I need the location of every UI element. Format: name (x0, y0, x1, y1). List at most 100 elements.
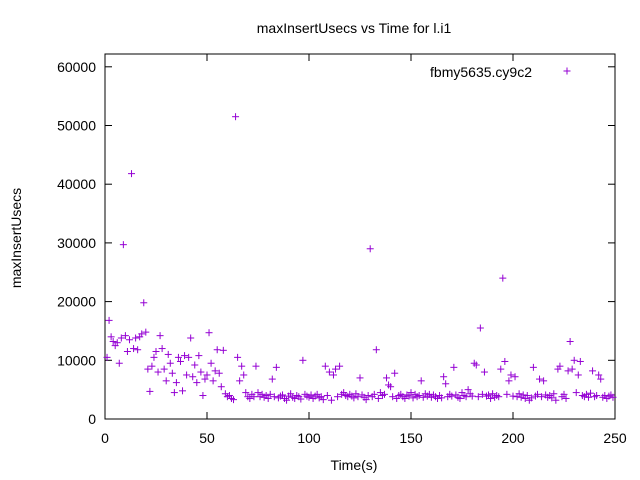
data-point (160, 365, 168, 373)
data-point (307, 391, 315, 399)
data-point (505, 377, 513, 385)
data-point (197, 368, 205, 376)
data-point (138, 330, 146, 338)
data-point (374, 394, 382, 402)
data-point (211, 367, 219, 375)
data-point (468, 392, 476, 400)
data-point (299, 356, 307, 364)
data-point (448, 392, 456, 400)
data-point (372, 346, 380, 354)
data-point (325, 368, 333, 376)
data-point (234, 353, 242, 361)
data-point (334, 393, 342, 401)
data-point (456, 394, 464, 402)
y-tick-label: 10000 (57, 352, 96, 368)
data-point (415, 392, 423, 400)
data-point (572, 389, 580, 397)
data-point (366, 245, 374, 253)
data-point (191, 361, 199, 369)
data-point (417, 377, 425, 385)
data-point (172, 379, 180, 387)
data-point (278, 391, 286, 399)
data-point (548, 394, 556, 402)
data-point (354, 393, 362, 401)
data-point (148, 362, 156, 370)
legend-marker (563, 67, 571, 75)
data-point (128, 170, 136, 178)
data-point (570, 356, 578, 364)
data-point (383, 374, 391, 382)
data-point (462, 393, 470, 401)
data-point (562, 394, 570, 402)
data-point (409, 394, 417, 402)
data-point (419, 393, 427, 401)
data-point (150, 353, 158, 361)
data-point (201, 375, 209, 383)
x-tick-label: 0 (101, 430, 109, 446)
data-point (179, 387, 187, 395)
data-point (350, 394, 358, 402)
data-point (380, 390, 388, 398)
data-point (125, 336, 133, 344)
data-point (246, 394, 254, 402)
x-tick-label: 50 (199, 430, 215, 446)
data-point (193, 379, 201, 387)
data-point (236, 377, 244, 385)
data-point (115, 359, 123, 367)
data-point (536, 375, 544, 383)
data-point (515, 390, 523, 398)
data-point (556, 362, 564, 370)
data-point (499, 274, 507, 282)
data-point (146, 387, 154, 395)
x-tick-label: 150 (399, 430, 423, 446)
data-point (584, 393, 592, 401)
data-points (103, 113, 617, 404)
data-point (158, 345, 166, 353)
data-point (119, 241, 127, 249)
data-point (407, 389, 415, 397)
x-tick-label: 200 (501, 430, 525, 446)
data-point (240, 371, 248, 379)
data-point (336, 362, 344, 370)
y-tick-label: 0 (88, 411, 96, 427)
data-point (181, 352, 189, 360)
data-point (507, 371, 515, 379)
data-point (170, 389, 178, 397)
data-point (364, 392, 372, 400)
data-point (270, 393, 278, 401)
y-tick-label: 60000 (57, 59, 96, 75)
data-point (264, 394, 272, 402)
data-point (132, 334, 140, 342)
data-point (489, 390, 497, 398)
data-point (440, 373, 448, 381)
data-point (391, 369, 399, 377)
data-point (503, 390, 511, 398)
data-point (287, 390, 295, 398)
data-point (587, 389, 595, 397)
y-tick-label: 40000 (57, 176, 96, 192)
data-point (593, 392, 601, 400)
data-point (509, 392, 517, 400)
data-point (142, 328, 150, 336)
data-point (252, 362, 260, 370)
data-point (438, 394, 446, 402)
data-point (497, 365, 505, 373)
data-point (362, 396, 370, 404)
data-point (209, 377, 217, 385)
data-point (560, 390, 568, 398)
data-point (164, 350, 172, 358)
data-point (162, 377, 170, 385)
data-point (485, 391, 493, 399)
data-point (103, 353, 111, 361)
data-point (329, 371, 337, 379)
data-point (356, 374, 364, 382)
data-point (189, 373, 197, 381)
data-point (176, 357, 184, 365)
data-point (254, 389, 262, 397)
data-point (529, 363, 537, 371)
data-point (540, 377, 548, 385)
x-tick-label: 100 (297, 430, 321, 446)
data-point (238, 362, 246, 370)
x-axis: 0 50 100 150 200 250 (101, 54, 627, 446)
data-point (113, 339, 121, 347)
